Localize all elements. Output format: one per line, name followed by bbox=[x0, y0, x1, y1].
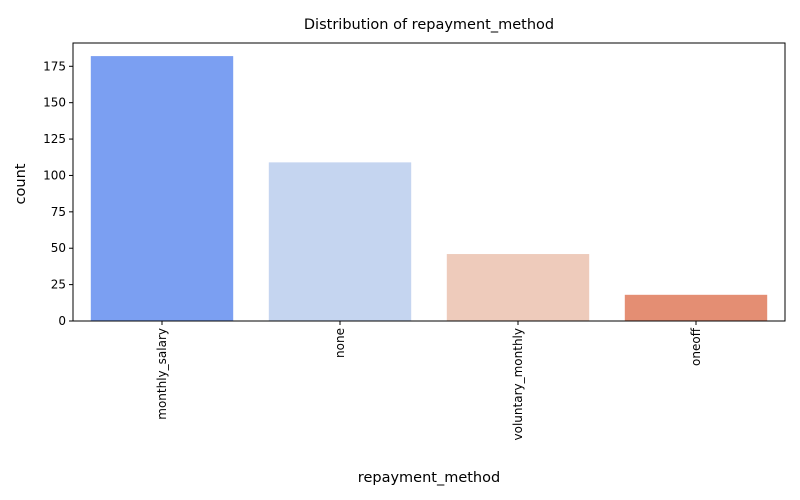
bar-none bbox=[268, 162, 412, 321]
bar-oneoff bbox=[624, 294, 768, 321]
y-tick-label: 125 bbox=[43, 132, 66, 146]
y-tick-label: 100 bbox=[43, 168, 66, 182]
y-tick-label: 25 bbox=[51, 278, 66, 292]
plot-frame bbox=[72, 42, 786, 322]
y-tick-label: 0 bbox=[58, 314, 66, 328]
chart-title: Distribution of repayment_method bbox=[304, 17, 554, 33]
x-tick-label: monthly_salary bbox=[155, 328, 169, 420]
x-tick-label: oneoff bbox=[689, 327, 703, 366]
y-tick-label: 150 bbox=[43, 96, 66, 110]
bar-monthly_salary bbox=[90, 56, 234, 321]
x-tick-label: none bbox=[333, 328, 347, 358]
y-tick-label: 50 bbox=[51, 241, 66, 255]
x-tick-label: voluntary_monthly bbox=[511, 328, 525, 440]
bar-voluntary_monthly bbox=[446, 254, 590, 321]
x-axis-title: repayment_method bbox=[358, 470, 500, 486]
x-axis: monthly_salary none voluntary_monthly oneof… bbox=[155, 321, 703, 440]
y-tick-label: 175 bbox=[43, 59, 66, 73]
y-axis-title: count bbox=[13, 163, 29, 204]
y-axis: 0 25 50 75 100 125 150 175 bbox=[43, 59, 73, 328]
bars bbox=[90, 56, 768, 321]
y-tick-label: 75 bbox=[51, 205, 66, 219]
